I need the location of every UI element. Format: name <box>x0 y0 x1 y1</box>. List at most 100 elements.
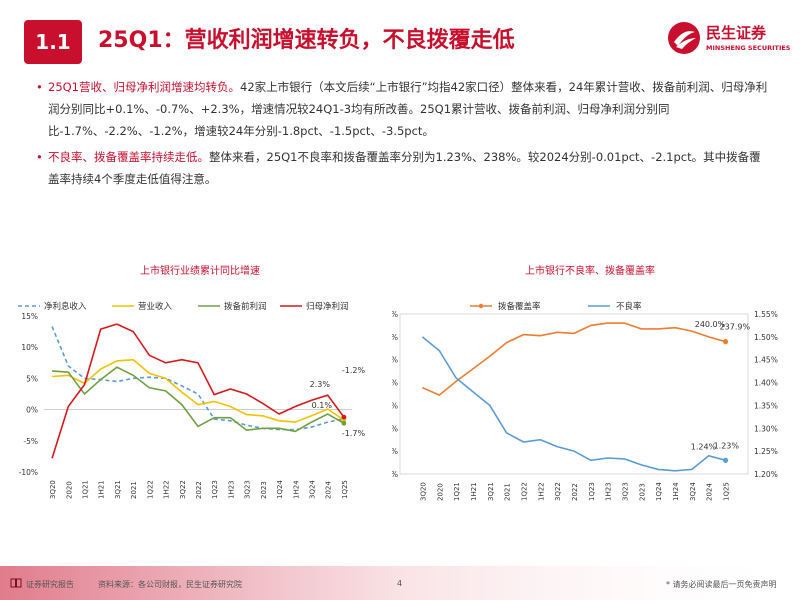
series-line <box>51 323 345 459</box>
data-label: 0.1% <box>312 401 333 410</box>
x-tick-label: 2021 <box>504 483 512 501</box>
y-left-tick-label: 200% <box>392 424 398 433</box>
x-tick-label: 1Q22 <box>520 482 528 501</box>
legend-label: 不良率 <box>616 301 642 312</box>
y-right-tick-label: 1.20% <box>754 470 778 479</box>
x-tick-label: 1H23 <box>227 480 235 499</box>
series-end-point <box>722 339 729 345</box>
legend-label: 营业收入 <box>138 301 173 312</box>
y-left-tick-label: 180% <box>392 470 398 479</box>
x-tick-label: 3Q20 <box>49 480 57 499</box>
y-tick-label: 10% <box>21 343 38 352</box>
brand-logo-icon <box>668 22 700 54</box>
brand-logo: 民生证券 MINSHENG SECURITIES <box>666 20 791 60</box>
x-tick-label: 3Q24 <box>689 482 697 501</box>
x-tick-label: 2023 <box>638 483 646 501</box>
y-tick-label: -5% <box>23 437 38 446</box>
series-line <box>421 336 726 472</box>
x-tick-label: 1H23 <box>605 482 613 501</box>
y-tick-label: 15% <box>21 312 38 321</box>
legend-label: 拨备前利润 <box>224 301 267 312</box>
series-end-point <box>722 457 729 463</box>
y-left-tick-label: 210% <box>392 401 398 410</box>
brand-name-en: MINSHENG SECURITIES <box>706 44 791 52</box>
x-tick-label: 1H21 <box>98 480 106 499</box>
series-line <box>51 326 345 431</box>
footer-disclaimer: * 请务必阅读最后一页免责声明 <box>666 580 777 589</box>
x-tick-label: 3Q21 <box>487 482 495 501</box>
x-tick-label: 2021 <box>130 481 138 499</box>
series-line <box>422 322 726 397</box>
series-line <box>52 358 345 423</box>
summary-bullets: 25Q1营收、归母净利润增速均转负。42家上市银行（本文后续“上市银行”均指42… <box>36 76 771 194</box>
x-tick-label: 3Q21 <box>114 480 122 499</box>
page-title: 25Q1：营收利润增速转负，不良拨覆走低 <box>98 28 515 53</box>
y-right-tick-label: 1.25% <box>754 447 778 456</box>
bullet-lead: 25Q1营收、归母净利润增速均转负。 <box>48 80 240 94</box>
legend-label: 归母净利润 <box>306 301 349 312</box>
x-tick-label: 1Q24 <box>276 480 284 499</box>
data-label: -1.7% <box>342 429 366 438</box>
legend-label: 拨备覆盖率 <box>498 301 541 312</box>
brand-name: 民生证券 <box>706 24 767 42</box>
x-tick-label: 1H22 <box>163 480 171 499</box>
footer-source: 资料来源：各公司财报，民生证券研究院 <box>98 580 242 589</box>
legend-marker <box>478 303 484 309</box>
x-tick-label: 2020 <box>436 483 444 501</box>
plot-frame <box>399 313 749 475</box>
y-right-tick-label: 1.45% <box>754 356 778 365</box>
report-book-icon <box>10 578 22 588</box>
y-left-tick-label: 220% <box>392 379 398 388</box>
data-label: -1.2% <box>342 366 366 375</box>
x-tick-label: 1H22 <box>537 482 545 501</box>
data-label: 237.9% <box>720 323 751 332</box>
series-end-point <box>341 420 347 426</box>
y-right-tick-label: 1.55% <box>754 310 778 319</box>
data-label: 1.24% <box>691 443 717 452</box>
x-tick-label: 1Q21 <box>453 482 461 501</box>
x-tick-label: 2022 <box>195 481 203 499</box>
x-tick-label: 2024 <box>325 481 333 499</box>
x-tick-label: 2024 <box>706 483 714 501</box>
y-left-tick-label: 230% <box>392 356 398 365</box>
x-tick-label: 1Q24 <box>655 482 663 501</box>
x-tick-label: 3Q23 <box>244 480 252 499</box>
x-tick-label: 1H21 <box>470 482 478 501</box>
y-left-tick-label: 190% <box>392 447 398 456</box>
x-tick-label: 1H24 <box>672 482 680 501</box>
legend-label: 净利息收入 <box>44 301 87 312</box>
y-right-tick-label: 1.35% <box>754 401 778 410</box>
chart-title: 上市银行业绩累计同比增速 <box>140 264 260 277</box>
page-number: 4 <box>397 579 403 588</box>
x-tick-label: 1Q23 <box>211 480 219 499</box>
bullet-item: 不良率、拨备覆盖率持续走低。整体来看，25Q1不良率和拨备覆盖率分别为1.23%… <box>36 146 771 190</box>
x-tick-label: 3Q22 <box>554 482 562 501</box>
bullet-item: 25Q1营收、归母净利润增速均转负。42家上市银行（本文后续“上市银行”均指42… <box>36 76 771 142</box>
x-tick-label: 3Q20 <box>419 482 427 501</box>
x-tick-label: 1H24 <box>292 480 300 499</box>
x-tick-label: 1Q22 <box>146 480 154 499</box>
data-label: 240.0% <box>695 320 726 329</box>
section-badge: 1.1 <box>24 20 82 64</box>
y-right-tick-label: 1.30% <box>754 424 778 433</box>
data-label: 1.23% <box>714 441 740 450</box>
chart-title: 上市银行不良率、拨备覆盖率 <box>525 264 655 277</box>
x-tick-label: 1Q25 <box>723 482 731 501</box>
x-tick-label: 2023 <box>260 481 268 499</box>
bullet-lead: 不良率、拨备覆盖率持续走低。 <box>48 150 209 164</box>
x-tick-label: 3Q23 <box>622 482 630 501</box>
series-end-point <box>341 414 347 420</box>
y-left-tick-label: 250% <box>392 310 398 319</box>
y-right-tick-label: 1.50% <box>754 333 778 342</box>
y-tick-label: -10% <box>19 468 38 477</box>
bullet-text: 整体来看，25Q1不良率和拨备覆盖率分别为1.23%、238%。较2024分别-… <box>48 150 761 186</box>
x-tick-label: 3Q24 <box>308 480 316 499</box>
x-tick-label: 2020 <box>65 481 73 499</box>
y-tick-label: 0% <box>26 406 38 415</box>
footer-band <box>0 566 800 600</box>
data-label: 2.3% <box>310 380 331 389</box>
x-tick-label: 2022 <box>571 483 579 501</box>
x-tick-label: 1Q23 <box>588 482 596 501</box>
